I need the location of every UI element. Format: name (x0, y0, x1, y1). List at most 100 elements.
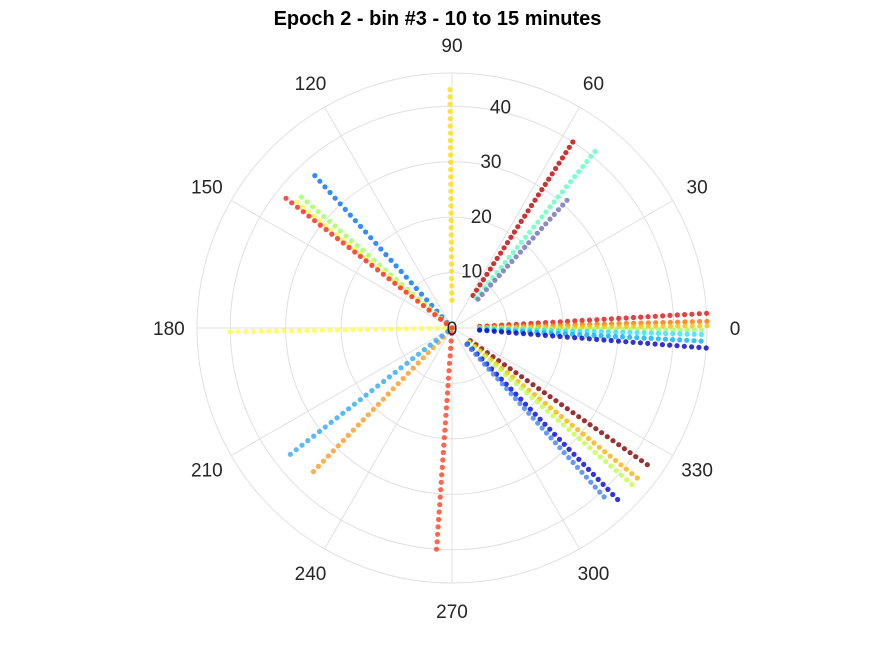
data-point (594, 317, 600, 323)
series-11 (467, 338, 650, 468)
data-point (449, 325, 455, 331)
data-point (304, 199, 310, 205)
data-point (498, 250, 504, 256)
data-point (536, 386, 542, 392)
data-point (464, 341, 470, 348)
data-point (340, 410, 346, 416)
data-point (526, 240, 532, 246)
data-point (522, 213, 528, 219)
data-point (393, 263, 399, 269)
data-point (675, 319, 681, 325)
data-point (447, 87, 453, 93)
tick-labels: 0 30 60 90 120 150 180 210 240 270 300 330 0 10 20 30 40 (153, 36, 740, 623)
data-point (524, 378, 530, 384)
data-point (447, 101, 453, 107)
data-point (576, 456, 582, 462)
data-point (449, 290, 455, 296)
data-point (360, 417, 366, 423)
data-point (415, 360, 421, 366)
data-point (273, 328, 279, 334)
data-point (435, 531, 441, 537)
data-point (334, 415, 340, 421)
data-point (682, 319, 688, 325)
data-point (375, 401, 381, 407)
data-point (490, 371, 496, 377)
data-point (542, 181, 548, 187)
data-point (563, 184, 570, 190)
data-point (328, 227, 334, 233)
data-point (621, 446, 628, 452)
data-point (543, 209, 549, 215)
data-point (449, 297, 455, 303)
data-point (522, 244, 528, 250)
data-point (550, 333, 556, 339)
data-point (337, 201, 343, 207)
series-10 (477, 327, 709, 351)
data-point (436, 509, 442, 515)
data-point (613, 329, 619, 335)
data-point (296, 328, 302, 334)
data-point (552, 431, 558, 437)
data-point (434, 325, 440, 331)
data-point (448, 159, 454, 165)
data-point (561, 450, 567, 456)
data-point (484, 271, 490, 277)
data-point (691, 331, 697, 337)
data-point (539, 225, 545, 232)
data-point (641, 335, 647, 341)
data-point (504, 240, 511, 246)
data-point (506, 254, 512, 260)
data-point (564, 418, 570, 424)
data-point (543, 430, 550, 436)
data-point (514, 244, 520, 250)
data-point (581, 461, 587, 467)
data-point (591, 440, 597, 446)
data-point (448, 239, 454, 245)
data-point (444, 397, 450, 404)
data-point (645, 323, 651, 329)
data-point (566, 426, 572, 433)
data-point (475, 296, 481, 302)
angle-tick-label: 300 (578, 564, 610, 585)
data-point (300, 209, 306, 215)
data-point (503, 372, 509, 378)
data-point (343, 233, 349, 239)
data-point (530, 235, 536, 241)
data-point (537, 416, 543, 422)
data-point (355, 422, 361, 428)
data-point (598, 333, 604, 339)
angle-tick-label: 90 (441, 36, 462, 57)
data-point (616, 323, 622, 330)
data-point (497, 367, 503, 373)
data-point (315, 463, 321, 469)
data-point (448, 246, 454, 252)
data-point (369, 388, 375, 394)
data-point (532, 411, 538, 417)
data-point (363, 229, 369, 235)
data-point (513, 254, 519, 260)
data-point (515, 224, 521, 230)
data-point (634, 475, 640, 481)
data-point (448, 196, 454, 202)
data-point (327, 327, 333, 333)
data-point (415, 298, 421, 304)
data-point (569, 422, 575, 428)
data-layer (227, 87, 710, 552)
data-point (340, 437, 346, 444)
data-point (548, 435, 554, 441)
data-point (600, 481, 606, 487)
data-point (645, 314, 651, 320)
data-point (443, 320, 449, 327)
data-point (539, 187, 545, 193)
data-point (696, 344, 702, 350)
data-point (612, 334, 619, 340)
data-point (530, 415, 536, 421)
data-point (447, 108, 453, 114)
data-point (648, 335, 654, 341)
data-point (598, 329, 604, 335)
data-point (525, 208, 531, 214)
data-point (691, 327, 697, 333)
data-point (370, 406, 376, 413)
data-point (564, 406, 570, 412)
